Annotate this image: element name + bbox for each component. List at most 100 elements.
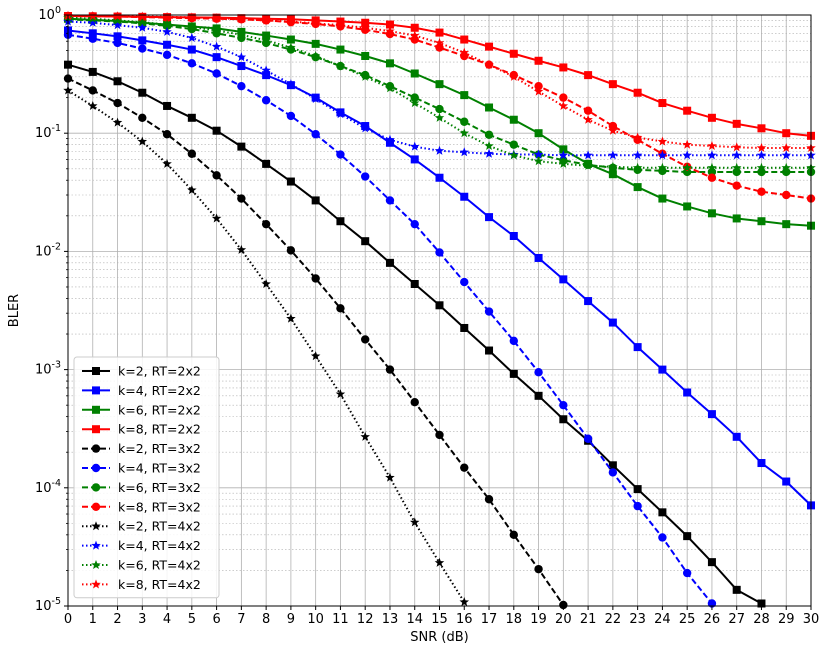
legend-marker — [92, 425, 100, 434]
data-point — [286, 16, 296, 26]
data-point — [484, 148, 494, 158]
data-point — [608, 318, 617, 327]
data-point — [484, 140, 494, 150]
data-point — [88, 11, 98, 21]
data-point — [162, 130, 172, 139]
data-point — [731, 142, 742, 152]
data-point — [261, 96, 271, 105]
data-point — [360, 431, 370, 441]
data-point — [409, 517, 420, 527]
data-point — [112, 117, 123, 127]
data-point — [485, 42, 494, 51]
data-point — [608, 125, 618, 135]
data-point — [658, 365, 667, 374]
data-point — [707, 162, 717, 172]
data-point — [262, 71, 271, 80]
data-point — [459, 47, 470, 57]
x-tick-label: 1 — [89, 612, 97, 627]
data-point — [683, 106, 692, 115]
data-point — [633, 183, 642, 192]
x-tick-label: 15 — [431, 612, 448, 627]
data-point — [410, 23, 419, 32]
data-point — [211, 41, 222, 51]
series — [63, 10, 816, 153]
data-point — [88, 67, 97, 76]
data-point — [756, 150, 767, 160]
legend-label: k=8, RT=2x2 — [118, 422, 201, 437]
data-point — [559, 63, 568, 72]
legend-label: k=8, RT=3x2 — [118, 499, 201, 514]
legend-marker — [91, 444, 101, 453]
x-tick-label: 21 — [580, 612, 597, 627]
data-point — [707, 150, 717, 160]
data-point — [236, 52, 247, 62]
x-axis-ticks: 0 1 2 3 4 5 6 7 8 9 10 11 12 13 14 15 16 17 18 19 20 21 22 23 24… — [64, 606, 819, 627]
x-tick-label: 8 — [262, 612, 270, 627]
data-point — [608, 170, 617, 179]
legend-marker — [91, 483, 101, 492]
legend-label: k=8, RT=4x2 — [118, 577, 201, 592]
data-point — [558, 100, 569, 111]
data-point — [657, 162, 668, 172]
data-point — [583, 434, 593, 443]
data-point — [460, 277, 469, 287]
legend-item: k=6, RT=3x2 — [82, 480, 201, 495]
data-point — [335, 109, 346, 119]
data-point — [484, 307, 494, 316]
data-point — [460, 192, 469, 201]
data-point — [756, 162, 767, 172]
data-point — [410, 279, 419, 288]
data-point — [162, 158, 172, 168]
data-point — [385, 83, 395, 93]
data-point — [682, 568, 692, 578]
x-axis-label: SNR (dB) — [410, 630, 468, 645]
data-point — [781, 142, 791, 153]
data-point — [211, 213, 222, 223]
x-tick-label: 7 — [237, 612, 245, 627]
legend-marker — [92, 367, 100, 375]
data-point — [633, 88, 642, 97]
data-point — [534, 564, 543, 574]
data-point — [310, 50, 321, 61]
data-point — [658, 99, 667, 108]
data-point — [732, 432, 741, 441]
legend-item: k=6, RT=2x2 — [82, 402, 201, 417]
legend: k=2, RT=2x2 k=4, RT=2x2 k=6, RT=2x2 k=8, RT… — [73, 356, 220, 599]
data-point — [335, 389, 346, 399]
data-point — [410, 155, 419, 164]
data-point — [460, 117, 469, 126]
data-point — [212, 53, 221, 62]
data-point — [707, 209, 716, 218]
series — [63, 12, 816, 172]
data-point — [732, 585, 741, 594]
data-point — [137, 11, 148, 21]
x-tick-label: 27 — [728, 612, 745, 627]
data-point — [360, 71, 370, 81]
y-tick-label: 10-4 — [35, 478, 61, 496]
data-point — [361, 51, 370, 60]
legend-marker — [91, 521, 101, 531]
legend-marker — [91, 560, 101, 570]
legend-marker — [91, 540, 101, 550]
data-point — [162, 50, 172, 60]
data-point — [261, 278, 271, 289]
data-point — [509, 231, 518, 240]
x-tick-label: 6 — [212, 612, 220, 627]
data-point — [584, 297, 593, 306]
data-point — [385, 365, 395, 374]
data-point — [237, 81, 246, 91]
data-point — [385, 196, 395, 205]
x-tick-label: 4 — [163, 612, 171, 627]
data-point — [460, 91, 469, 100]
data-point — [286, 35, 295, 44]
legend-label: k=6, RT=3x2 — [118, 480, 201, 495]
data-point — [608, 461, 617, 470]
data-point — [484, 495, 494, 504]
data-point — [286, 111, 296, 121]
data-point — [261, 219, 271, 229]
x-tick-label: 22 — [605, 612, 622, 627]
legend-item: k=4, RT=3x2 — [82, 461, 201, 476]
y-tick-label: 10-1 — [35, 123, 61, 141]
data-point — [88, 29, 97, 38]
data-point — [187, 113, 196, 122]
